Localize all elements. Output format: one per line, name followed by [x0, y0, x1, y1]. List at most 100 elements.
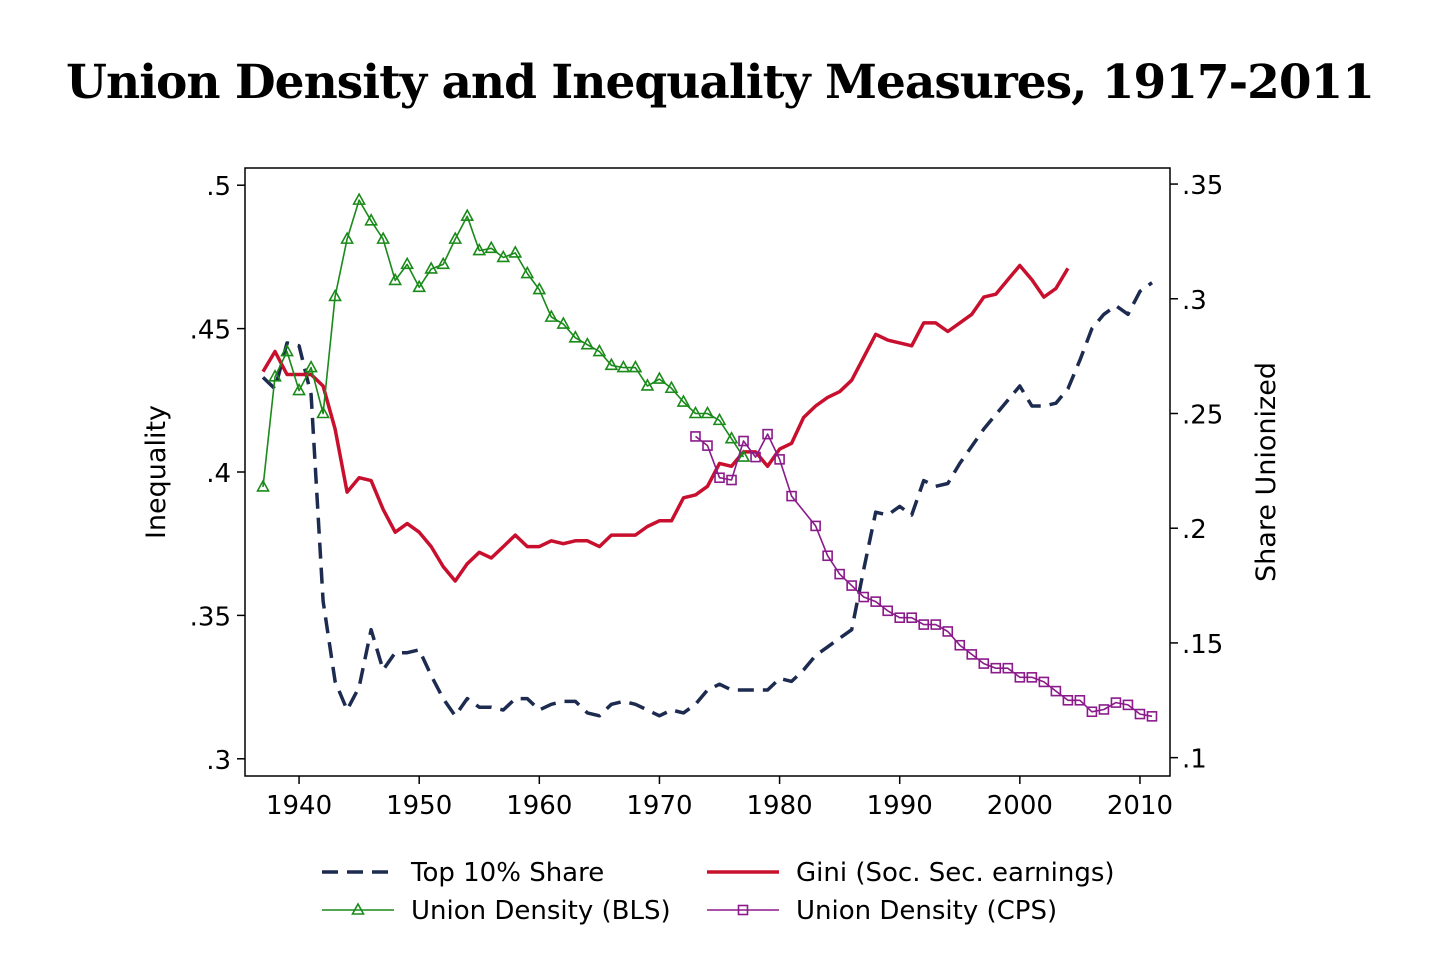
data-point	[714, 472, 725, 484]
x-tick-label: 1990	[867, 791, 933, 821]
data-point	[870, 596, 881, 607]
legend-marker	[737, 904, 749, 916]
y-left-tick-label: .3	[206, 746, 231, 776]
data-point	[424, 261, 439, 274]
x-tick-label: 2000	[987, 791, 1053, 821]
data-point	[978, 658, 990, 669]
y-left-tick-label: .45	[190, 316, 231, 346]
data-point	[736, 449, 751, 462]
y-right-tick-label: .25	[1182, 400, 1223, 430]
series-line-1	[261, 263, 1070, 583]
data-point	[448, 231, 463, 244]
data-point	[676, 394, 691, 407]
data-point	[906, 612, 918, 623]
legend-label: Union Density (BLS)	[411, 896, 671, 926]
data-point	[1002, 662, 1014, 674]
legend-label: Top 10% Share	[410, 858, 604, 888]
series-line-0	[261, 281, 1154, 718]
y-right-tick-label: .2	[1182, 515, 1207, 545]
data-point	[580, 337, 595, 350]
y-right-tick-label: .1	[1182, 745, 1207, 775]
data-point	[472, 242, 487, 256]
data-point	[460, 208, 475, 221]
data-point	[508, 245, 523, 258]
data-point	[568, 330, 583, 343]
data-point	[1050, 685, 1062, 697]
data-point	[786, 490, 797, 502]
data-point	[690, 431, 701, 442]
data-point	[604, 357, 619, 371]
data-point	[664, 380, 679, 394]
data-point	[556, 316, 571, 329]
data-point	[280, 343, 294, 357]
data-point	[774, 454, 785, 465]
legend-marker	[351, 902, 365, 915]
y-left-tick-label: .5	[206, 172, 231, 202]
x-tick-label: 2010	[1107, 791, 1173, 821]
data-point	[1098, 704, 1110, 715]
data-point	[436, 256, 451, 270]
y-right-tick-label: .15	[1182, 630, 1223, 660]
data-point	[724, 431, 739, 444]
data-point	[738, 435, 749, 447]
series-line-3	[695, 433, 1153, 718]
y-right-tick-label: .3	[1182, 286, 1207, 316]
data-point	[702, 440, 713, 451]
y-left-tick-label: .35	[190, 602, 231, 632]
data-point	[688, 405, 703, 419]
data-point	[918, 619, 930, 630]
data-point	[376, 231, 391, 244]
legend-label: Gini (Soc. Sec. earnings)	[796, 858, 1115, 888]
data-point	[700, 405, 715, 419]
data-point	[304, 359, 318, 373]
data-point	[822, 550, 833, 562]
x-tick-label: 1940	[266, 791, 332, 821]
chart-title: Union Density and Inequality Measures, 1…	[66, 55, 1375, 110]
x-tick-label: 1960	[506, 791, 572, 821]
data-point	[268, 369, 282, 382]
data-point	[834, 568, 845, 580]
data-point	[942, 626, 954, 637]
data-point	[616, 359, 631, 373]
data-point	[484, 240, 499, 254]
data-point	[532, 281, 547, 295]
data-point	[712, 412, 727, 426]
data-point	[520, 265, 535, 279]
data-point	[858, 591, 869, 603]
data-point	[412, 279, 427, 293]
data-point	[388, 272, 403, 286]
data-point	[762, 428, 773, 440]
x-tick-label: 1980	[746, 791, 812, 821]
data-point	[1074, 694, 1086, 706]
data-point	[1086, 706, 1098, 718]
series-line-2	[262, 199, 745, 487]
data-point	[544, 309, 559, 322]
data-point	[1110, 697, 1122, 708]
data-point	[340, 231, 354, 244]
data-point	[328, 288, 342, 302]
data-point	[990, 662, 1002, 674]
x-tick-label: 1970	[626, 791, 692, 821]
data-point	[364, 213, 378, 226]
legend-label: Union Density (CPS)	[796, 896, 1057, 926]
data-point	[1146, 711, 1158, 722]
data-point	[954, 639, 966, 651]
data-point	[1038, 676, 1050, 688]
data-point	[726, 474, 737, 486]
data-point	[810, 520, 821, 532]
y-right-tick-label: .35	[1182, 171, 1223, 201]
data-point	[1062, 694, 1074, 706]
data-point	[894, 612, 906, 623]
data-point	[966, 649, 978, 660]
data-point	[882, 605, 893, 617]
data-point	[292, 382, 306, 396]
data-point	[1134, 708, 1146, 720]
data-point	[1122, 699, 1134, 711]
data-point	[652, 371, 667, 384]
data-point	[640, 378, 655, 391]
data-point	[750, 451, 761, 463]
data-point	[1026, 672, 1038, 683]
data-point	[628, 359, 643, 373]
data-point	[316, 405, 330, 419]
